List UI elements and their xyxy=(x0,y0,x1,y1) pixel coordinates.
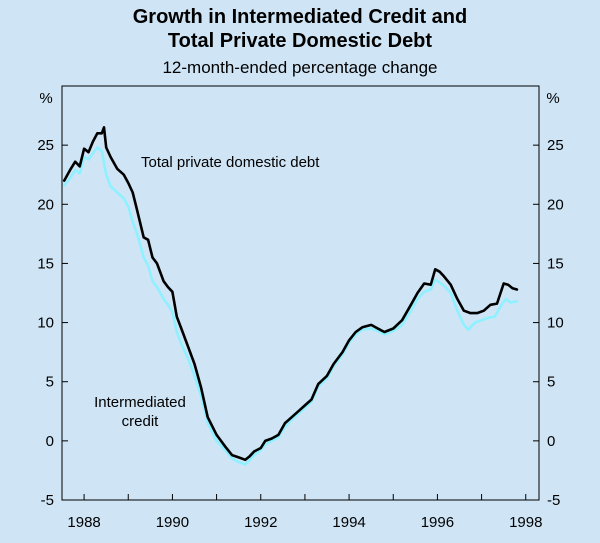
x-tick-label: 1988 xyxy=(67,514,100,531)
x-axis-ticks: 1988 1990 1992 1994 1996 1998 xyxy=(67,494,542,531)
y-tick-label-right: -5 xyxy=(547,492,560,509)
y-tick-label-right: 15 xyxy=(547,255,564,272)
y-tick-label-left: -5 xyxy=(41,492,54,509)
plot-frame xyxy=(61,85,540,501)
y-unit-right: % xyxy=(546,90,559,107)
series-lines xyxy=(62,126,519,466)
x-tick-label: 1996 xyxy=(421,514,454,531)
series-line-total-private-domestic-debt xyxy=(62,126,519,462)
y-tick-label-right: 10 xyxy=(547,315,564,332)
x-tick-label: 1992 xyxy=(244,514,277,531)
chart-title-line-2: Total Private Domestic Debt xyxy=(168,30,432,52)
series-line-intermediated-credit xyxy=(62,146,519,466)
y-tick-label-left: 20 xyxy=(37,196,54,213)
y-unit-left: % xyxy=(39,90,52,107)
y-tick-label-right: 5 xyxy=(547,374,555,391)
chart-title-line-1: Growth in Intermediated Credit and xyxy=(133,6,467,28)
x-tick-label: 1994 xyxy=(332,514,365,531)
y-tick-label-left: 0 xyxy=(46,433,54,450)
annotation-intermediated-line-1: Intermediated xyxy=(94,394,186,411)
annotation-total-debt: Total private domestic debt xyxy=(141,154,320,171)
chart-subtitle: 12-month-ended percentage change xyxy=(162,58,437,77)
x-tick-label: 1990 xyxy=(156,514,189,531)
y-tick-label-left: 25 xyxy=(37,137,54,154)
y-tick-label-right: 25 xyxy=(547,137,564,154)
y-tick-label-right: 0 xyxy=(547,433,555,450)
y-tick-label-left: 15 xyxy=(37,255,54,272)
x-tick-label: 1998 xyxy=(509,514,542,531)
y-tick-label-left: 10 xyxy=(37,315,54,332)
annotation-intermediated-line-2: credit xyxy=(122,413,160,430)
y-axis-ticks: -5 -5 0 0 5 5 10 10 15 15 20 20 25 25 xyxy=(37,137,563,509)
y-tick-label-left: 5 xyxy=(46,374,54,391)
y-tick-label-right: 20 xyxy=(547,196,564,213)
